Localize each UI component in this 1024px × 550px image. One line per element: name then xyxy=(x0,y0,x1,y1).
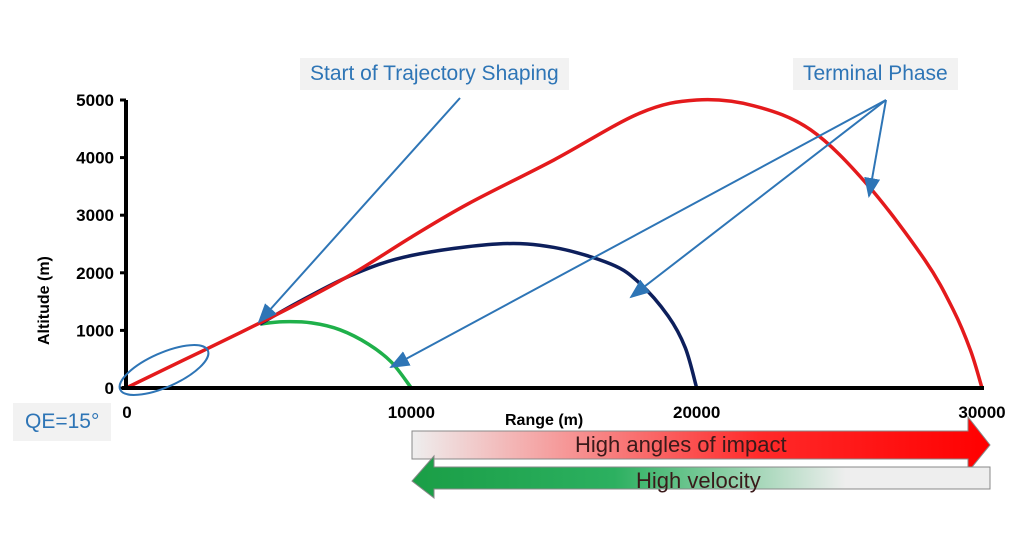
series-line-2 xyxy=(259,319,413,390)
origin-ellipse xyxy=(118,344,210,396)
series-line-0 xyxy=(125,97,984,390)
velocity-arrow-label: High velocity xyxy=(636,468,761,493)
impact-arrow xyxy=(411,415,991,474)
y-tick-label: 5000 xyxy=(76,91,114,110)
velocity-arrow xyxy=(411,454,991,500)
series-line-1 xyxy=(259,241,699,389)
x-tick-label: 30000 xyxy=(958,403,1005,422)
x-tick-label: 0 xyxy=(122,403,131,422)
y-tick-label: 2000 xyxy=(76,264,114,283)
y-tick-label: 1000 xyxy=(76,321,114,340)
callout-terminal-phase: Terminal Phase xyxy=(793,58,958,90)
y-axis-label: Altitude (m) xyxy=(36,256,53,345)
x-tick-label: 20000 xyxy=(673,403,720,422)
x-axis-label: Range (m) xyxy=(505,412,583,429)
y-tick-label: 3000 xyxy=(76,206,114,225)
y-tick-label: 0 xyxy=(105,379,114,398)
impact-arrow-label: High angles of impact xyxy=(575,432,787,457)
y-tick-label: 4000 xyxy=(76,149,114,168)
callout-qe: QE=15° xyxy=(13,403,112,441)
callout-start-shaping: Start of Trajectory Shaping xyxy=(300,58,569,90)
annotation-arrows xyxy=(257,97,887,368)
x-tick-label: 10000 xyxy=(388,403,435,422)
